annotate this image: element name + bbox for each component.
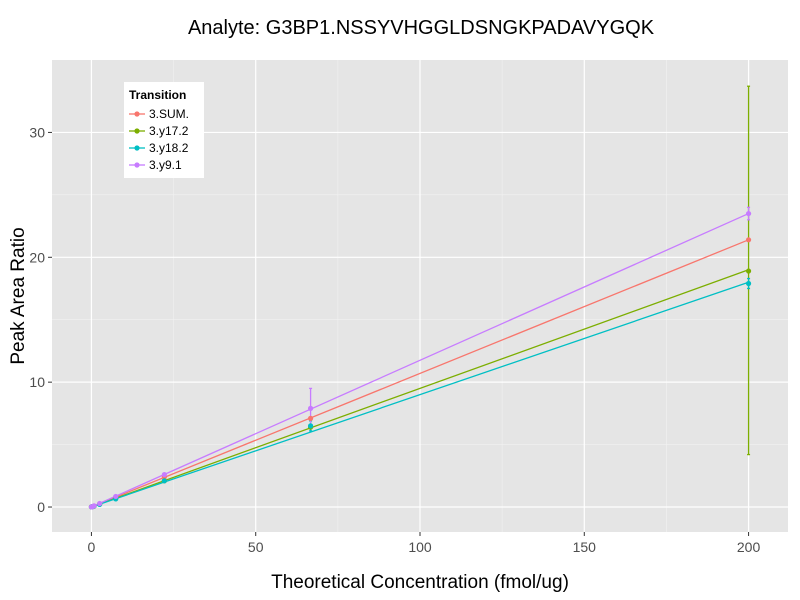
- data-point-3-sum: [745, 237, 752, 243]
- y-tick-label: 20: [29, 249, 45, 265]
- legend-key-point-3-sum: [134, 111, 140, 117]
- x-tick-label: 100: [408, 539, 432, 555]
- y-tick-label: 10: [29, 374, 45, 390]
- legend-key-point-3-y9-1: [134, 162, 140, 168]
- series-line-3-y18-2: [91, 281, 749, 508]
- legend-label-3-sum: 3.SUM.: [149, 107, 189, 121]
- y-axis-ticks: 0 10 20 30: [29, 124, 52, 515]
- legend: Transition 3.SUM. 3.y17.2 3.y18.2 3.y9.1: [124, 82, 204, 178]
- x-axis-title: Theoretical Concentration (fmol/ug): [271, 572, 569, 593]
- legend-key-point-3-y17-2: [134, 128, 140, 134]
- data-point-3-y9-1: [161, 471, 167, 478]
- legend-entries: 3.SUM. 3.y17.2 3.y18.2 3.y9.1: [129, 107, 189, 172]
- data-point-3-sum: [307, 415, 314, 421]
- data-point-3-y9-1: [307, 405, 314, 411]
- series-line-3-y17-2: [91, 269, 749, 508]
- series-line-3-y9-1: [91, 212, 749, 508]
- x-tick-label: 0: [88, 539, 96, 555]
- y-axis-title: Peak Area Ratio: [8, 227, 29, 364]
- data-point-3-y9-1: [745, 210, 752, 217]
- x-tick-label: 150: [573, 539, 597, 555]
- legend-label-3-y9-1: 3.y9.1: [149, 158, 182, 172]
- y-tick-label: 30: [29, 124, 45, 140]
- series-line-3-sum: [91, 239, 749, 508]
- legend-title: Transition: [129, 88, 186, 102]
- legend-label-3-y18-2: 3.y18.2: [149, 141, 189, 155]
- x-tick-label: 200: [737, 539, 761, 555]
- data-point-3-y18-2: [161, 478, 167, 484]
- x-axis-ticks: 0 50 100 150 200: [88, 532, 761, 555]
- x-tick-label: 50: [248, 539, 264, 555]
- data-point-3-y17-2: [745, 268, 752, 274]
- data-points: [88, 210, 752, 510]
- data-point-3-y9-1: [97, 500, 103, 507]
- data-point-3-y9-1: [113, 493, 119, 500]
- legend-label-3-y17-2: 3.y17.2: [149, 124, 189, 138]
- y-tick-label: 0: [37, 499, 45, 515]
- chart-title: Analyte: G3BP1.NSSYVHGGLDSNGKPADAVYGQK: [188, 17, 655, 39]
- data-point-3-y18-2: [745, 280, 752, 287]
- fit-lines: [91, 212, 749, 508]
- data-point-3-y18-2: [307, 423, 314, 429]
- legend-key-point-3-y18-2: [134, 145, 140, 151]
- data-point-3-y9-1: [91, 503, 97, 509]
